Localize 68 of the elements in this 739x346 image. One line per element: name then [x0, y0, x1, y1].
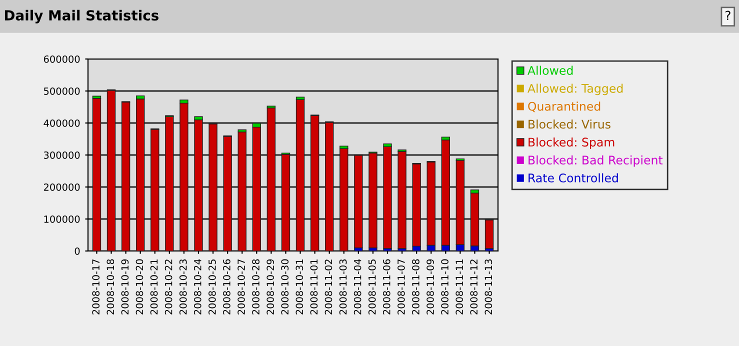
bar	[223, 136, 232, 251]
bar	[281, 154, 290, 251]
legend-label: Blocked: Spam	[528, 137, 614, 149]
y-tick-label: 500000	[44, 87, 80, 95]
y-tick-label: 600000	[44, 55, 80, 63]
bar	[252, 126, 261, 251]
x-tick-label: 2008-10-31	[296, 260, 304, 314]
chart-title: Daily Mail Statistics	[4, 10, 158, 24]
legend-label: Allowed	[528, 66, 573, 75]
bar	[368, 152, 378, 248]
x-tick-label: 2008-11-11	[456, 260, 464, 314]
x-tick-label: 2008-11-12	[470, 260, 478, 314]
x-tick-label: 2008-11-10	[441, 259, 448, 314]
text: ?	[725, 10, 730, 20]
x-tick-label: 2008-10-24	[194, 259, 202, 314]
bar	[165, 116, 174, 251]
x-tick-label: 2008-10-25	[208, 259, 216, 314]
x-tick-label: 2008-11-09	[426, 259, 434, 314]
x-tick-label: 2008-11-04	[354, 259, 362, 314]
x-tick-label: 2008-10-22	[164, 260, 172, 314]
bar	[121, 102, 130, 251]
x-tick-label: 2008-11-13	[484, 259, 492, 314]
legend-label: Blocked: Virus	[528, 120, 610, 129]
bar	[383, 146, 392, 249]
bar	[310, 115, 320, 251]
bar	[194, 119, 203, 251]
bar	[92, 98, 102, 251]
y-tick-label: 0	[74, 247, 80, 255]
bar	[296, 99, 305, 251]
x-tick-label: 2008-10-26	[223, 259, 230, 314]
bar	[325, 122, 334, 251]
legend-label: Blocked: Bad Recipient	[528, 155, 663, 167]
x-tick-label: 2008-11-02	[324, 260, 332, 314]
bar	[266, 108, 276, 251]
bar	[412, 164, 421, 247]
bar	[150, 129, 160, 251]
x-tick-label: 2008-11-03	[339, 259, 347, 314]
bar	[106, 90, 116, 251]
bar	[354, 154, 363, 248]
x-tick-label: 2008-10-19	[121, 259, 129, 314]
x-tick-label: 2008-11-07	[398, 259, 405, 314]
y-tick-label: 300000	[44, 151, 80, 159]
x-tick-label: 2008-10-27	[238, 259, 245, 314]
x-tick-label: 2008-10-30	[281, 259, 289, 314]
y-tick-label: 400000	[44, 119, 80, 127]
x-tick-label: 2008-10-18	[106, 259, 114, 314]
legend-label: Allowed: Tagged	[528, 84, 623, 96]
x-tick-label: 2008-10-29	[266, 259, 274, 314]
y-tick-label: 100000	[44, 215, 80, 223]
bar	[484, 220, 494, 249]
x-tick-label: 2008-11-05	[368, 259, 376, 314]
bar	[398, 151, 406, 249]
x-tick-label: 2008-10-20	[136, 259, 144, 314]
bar	[180, 102, 188, 251]
x-tick-label: 2008-11-08	[412, 259, 420, 314]
legend-label: Quarantined	[528, 102, 600, 112]
x-tick-label: 2008-11-06	[382, 259, 390, 314]
bar	[208, 124, 218, 251]
x-tick-label: 2008-10-23	[179, 259, 187, 314]
x-tick-label: 2008-10-28	[252, 259, 260, 314]
legend-label: Rate Controlled	[528, 173, 618, 182]
bar	[238, 132, 246, 251]
x-tick-label: 2008-10-17	[92, 259, 100, 314]
bar	[136, 98, 145, 251]
x-tick-label: 2008-10-21	[150, 260, 158, 314]
y-tick-label: 200000	[44, 183, 80, 191]
x-tick-label: 2008-11-01	[310, 260, 318, 314]
bar	[340, 148, 348, 251]
